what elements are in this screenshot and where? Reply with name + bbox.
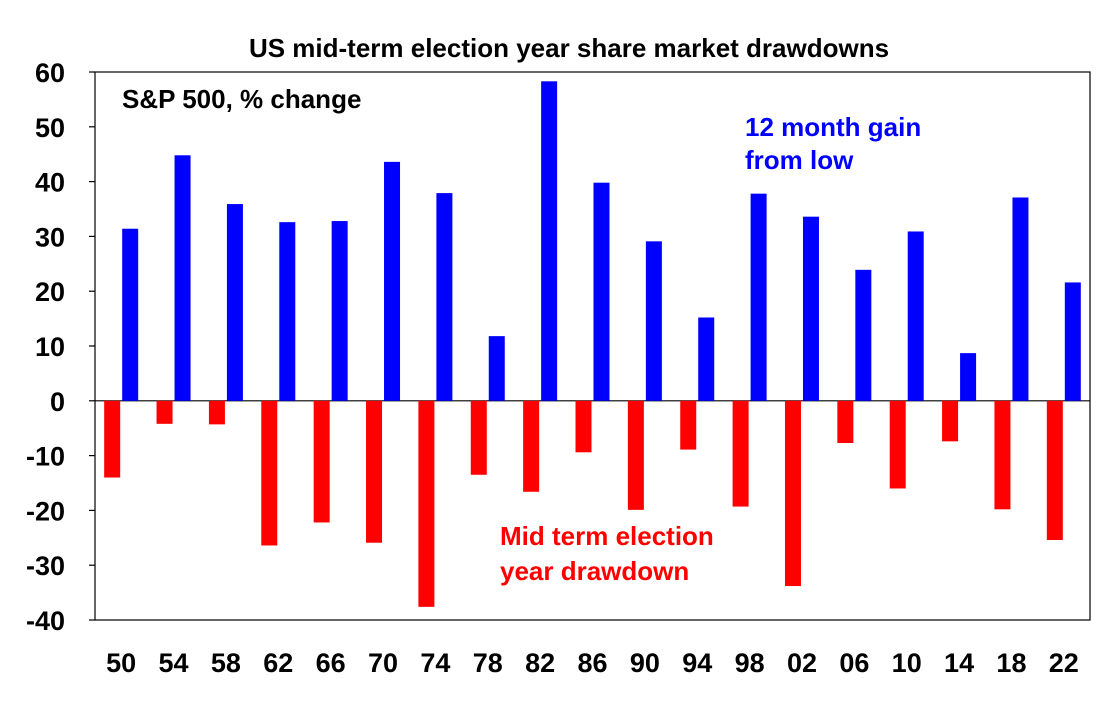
- x-tick-label: 22: [1049, 648, 1079, 678]
- x-tick-label: 14: [944, 648, 974, 678]
- drawdown-bar-18: [994, 400, 1011, 510]
- gain-bar-62: [279, 222, 296, 401]
- gain-bar-70: [384, 161, 401, 401]
- gain-annotation-line2: from low: [745, 145, 854, 175]
- gain-bar-78: [488, 336, 505, 401]
- x-tick-label: 78: [473, 648, 503, 678]
- drawdown-bar-58: [208, 400, 225, 425]
- gain-bar-18: [1012, 197, 1029, 401]
- drawdown-bar-90: [627, 400, 644, 510]
- drawdown-bar-70: [366, 400, 383, 543]
- x-tick-label: 86: [577, 648, 607, 678]
- gain-bar-86: [593, 182, 610, 401]
- y-tick-label: 40: [35, 168, 65, 198]
- chart-title: US mid-term election year share market d…: [249, 33, 889, 63]
- gain-bar-74: [436, 193, 453, 401]
- drawdown-annotation-line1: Mid term election: [500, 521, 714, 551]
- drawdown-bar-62: [261, 400, 278, 546]
- drawdown-bar-14: [942, 400, 959, 442]
- drawdown-bar-22: [1046, 400, 1063, 540]
- gain-bar-82: [541, 81, 558, 401]
- gain-bar-90: [645, 241, 662, 401]
- x-tick-label: 94: [682, 648, 712, 678]
- drawdown-bar-82: [523, 400, 540, 492]
- x-axis: 50 54 58 62 66 70 74 78 82 86 90 94 98 02 06 10 14 18 22: [106, 648, 1079, 678]
- drawdown-bar-06: [837, 400, 854, 443]
- x-tick-label: 62: [263, 648, 293, 678]
- drawdown-annotation-line2: year drawdown: [500, 556, 689, 586]
- drawdown-bar-66: [313, 400, 330, 523]
- drawdown-bar-78: [470, 400, 487, 475]
- y-tick-label: 30: [35, 222, 65, 252]
- gain-bar-66: [331, 221, 348, 401]
- drawdown-bar-98: [732, 400, 749, 507]
- drawdown-bar-10: [889, 400, 906, 489]
- drawdown-bar-50: [104, 400, 121, 478]
- y-tick-label: 60: [35, 58, 65, 88]
- gain-bar-22: [1064, 282, 1081, 401]
- y-tick-label: 0: [50, 387, 65, 417]
- chart-subtitle: S&P 500, % change: [122, 84, 361, 114]
- x-tick-label: 74: [420, 648, 450, 678]
- x-tick-label: 70: [368, 648, 398, 678]
- drawdown-bar-74: [418, 400, 435, 607]
- x-tick-label: 58: [211, 648, 241, 678]
- y-tick-label: -10: [26, 442, 65, 472]
- gain-bar-10: [907, 231, 924, 401]
- x-tick-label: 82: [525, 648, 555, 678]
- x-tick-label: 90: [630, 648, 660, 678]
- x-tick-label: 06: [839, 648, 869, 678]
- gain-bar-94: [698, 317, 715, 401]
- y-axis: 60 50 40 30 20 10 0 -10 -20 -30 -40: [26, 58, 95, 636]
- x-tick-label: 50: [106, 648, 136, 678]
- drawdown-bar-86: [575, 400, 592, 453]
- gain-bar-54: [174, 155, 191, 401]
- gain-bar-14: [960, 353, 977, 401]
- y-tick-label: -20: [26, 496, 65, 526]
- drawdown-bar-54: [156, 400, 173, 424]
- y-tick-label: -40: [26, 606, 65, 636]
- x-tick-label: 02: [787, 648, 817, 678]
- x-tick-label: 18: [996, 648, 1026, 678]
- x-tick-label: 98: [735, 648, 765, 678]
- y-tick-label: 20: [35, 277, 65, 307]
- gain-bar-02: [802, 216, 819, 401]
- x-tick-label: 54: [159, 648, 189, 678]
- drawdown-bar-94: [680, 400, 697, 450]
- y-tick-label: -30: [26, 551, 65, 581]
- gain-bar-58: [226, 204, 243, 401]
- y-tick-label: 50: [35, 113, 65, 143]
- gain-bar-06: [855, 269, 872, 401]
- x-tick-label: 66: [316, 648, 346, 678]
- drawdown-bar-02: [784, 400, 801, 587]
- x-tick-label: 10: [892, 648, 922, 678]
- gain-bar-98: [750, 193, 767, 401]
- bars-group: [104, 81, 1081, 607]
- y-tick-label: 10: [35, 332, 65, 362]
- gain-bar-50: [122, 228, 139, 401]
- gain-annotation-line1: 12 month gain: [745, 112, 921, 142]
